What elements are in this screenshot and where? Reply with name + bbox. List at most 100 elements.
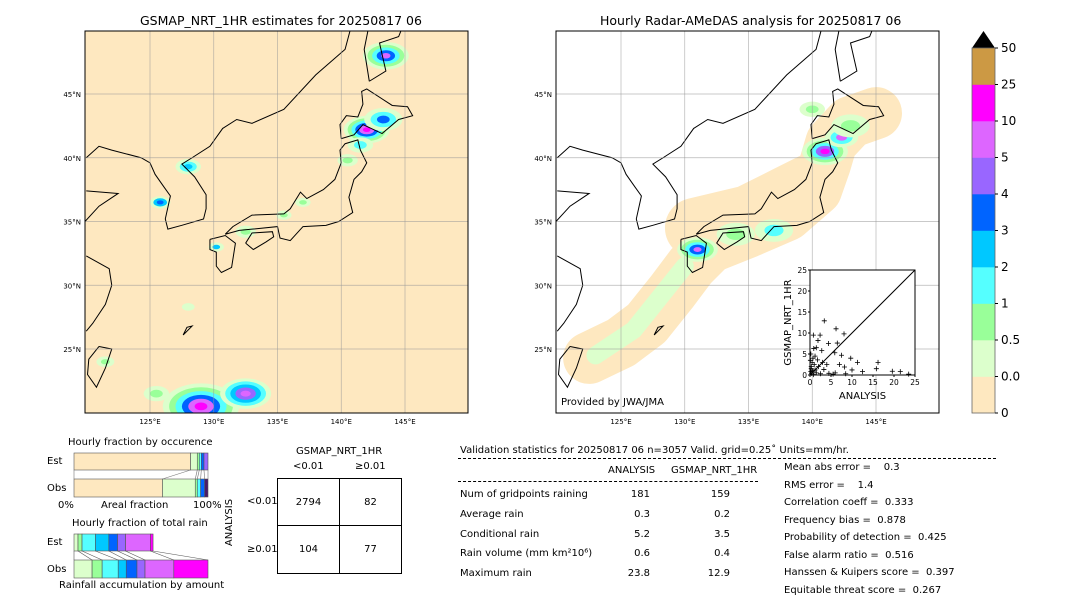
- bar-segment: [77, 533, 83, 552]
- bar-segment: [203, 452, 209, 471]
- fraction-bars: [73, 452, 209, 579]
- lon-tick-label: 135°E: [267, 418, 288, 426]
- rain-area: [156, 200, 164, 205]
- bar-segment: [125, 559, 138, 579]
- colorbar-tick-label: 50: [1001, 41, 1016, 55]
- score-line: RMS error = 1.4: [784, 479, 874, 491]
- score-line: Probability of detection = 0.425: [784, 532, 947, 543]
- colorbar-tick-label: 10: [1001, 114, 1016, 128]
- lat-tick-label: 30°N: [534, 282, 552, 290]
- colorbar-segment: [972, 230, 995, 268]
- occ-est-label: Est: [47, 456, 63, 467]
- coastline: [556, 190, 591, 222]
- scatter-point: [843, 371, 849, 377]
- scatter-point: [807, 357, 813, 363]
- scatter-point: [817, 332, 823, 338]
- scatter-point: [832, 370, 838, 376]
- scatter-point: [813, 370, 819, 376]
- stats-col-divider: [458, 481, 758, 482]
- scatter-point: [839, 352, 844, 358]
- scatter-point: [833, 326, 839, 332]
- colorbar-segment: [972, 48, 995, 85]
- scatter-point: [860, 369, 865, 375]
- scatter-point: [906, 371, 912, 377]
- scatter-point: [810, 355, 816, 361]
- cell-false-alarm: 82: [364, 497, 377, 508]
- scatter-point: [813, 345, 819, 351]
- scatter-point: [811, 346, 817, 352]
- lat-tick-label: 30°N: [63, 282, 81, 290]
- stats-header: Validation statistics for 20250817 06 n=…: [460, 445, 849, 456]
- connector-line: [95, 550, 119, 561]
- rain-area: [764, 224, 784, 237]
- lat-tick-label: 40°N: [534, 155, 552, 163]
- scatter-inset: 00 5 5 10 10 15 15 20 20 25 25 ANALYSIS GSMAP_NRT_1H…: [783, 266, 920, 402]
- scatter-point: [875, 359, 881, 365]
- connector-line: [117, 550, 138, 561]
- stats-col-analysis: ANALYSIS: [608, 465, 656, 476]
- bar-segment: [73, 452, 191, 471]
- coastline: [182, 325, 194, 336]
- coastline: [840, 31, 873, 82]
- stat-row-analysis: 0.3: [634, 509, 650, 520]
- lon-tick-label: 130°E: [203, 418, 224, 426]
- bar-segment: [73, 478, 163, 498]
- colorbar-tick-label: 0.01: [1001, 370, 1020, 384]
- col-label-lt: <0.01: [293, 461, 324, 472]
- rain-area: [354, 141, 367, 149]
- scatter-point: [815, 357, 821, 363]
- row-label-ge: ≥0.01: [247, 544, 278, 555]
- score-line: Equitable threat score = 0.267: [784, 584, 942, 596]
- bar-segment: [101, 559, 119, 579]
- scatter-point: [808, 366, 814, 372]
- colorbar-tick-label: 25: [1001, 78, 1016, 92]
- scatter-point: [826, 370, 832, 376]
- rain-area: [693, 247, 702, 252]
- lon-tick-label: 140°E: [802, 418, 823, 426]
- credit-text: Provided by JWA/JMA: [561, 397, 664, 408]
- lat-tick-label: 45°N: [534, 91, 552, 99]
- scatter-point: [825, 341, 831, 346]
- scatter-point: [820, 359, 826, 365]
- bar-segment: [73, 533, 79, 552]
- colorbar-segment: [972, 376, 995, 414]
- bar-segment: [95, 533, 110, 552]
- occ-obs-label: Obs: [47, 483, 67, 494]
- bar-segment: [117, 533, 126, 552]
- map-frame: [555, 30, 940, 414]
- x-tick-label: 0: [808, 378, 813, 387]
- y-tick-label: 20: [797, 287, 807, 296]
- stat-row-gsmap: 0.4: [714, 548, 730, 559]
- stat-row-analysis: 0.6: [634, 548, 650, 559]
- bar-segment: [190, 452, 198, 471]
- colorbar-segment: [972, 121, 995, 158]
- scatter-point: [848, 355, 854, 361]
- coastline: [209, 234, 236, 274]
- left-map-title: GSMAP_NRT_1HR estimates for 20250817 06: [140, 13, 422, 28]
- scatter-point: [812, 353, 818, 359]
- lat-tick-label: 45°N: [63, 91, 81, 99]
- stat-row-label: Average rain: [460, 509, 524, 520]
- rain-area: [586, 257, 694, 365]
- lon-tick-label: 125°E: [610, 418, 631, 426]
- bar-segment: [198, 452, 202, 471]
- stat-row-gsmap: 159: [710, 489, 730, 500]
- right-map-title: Hourly Radar-AMeDAS analysis for 2025081…: [600, 13, 902, 28]
- scatter-point: [808, 369, 814, 375]
- rain-area: [381, 52, 391, 59]
- score-line: Frequency bias = 0.878: [784, 514, 906, 526]
- y-tick-label: 0: [802, 371, 807, 380]
- colorbar-segment: [972, 340, 995, 377]
- scatter-point: [824, 362, 830, 367]
- occ-tick-0: 0%: [58, 500, 74, 511]
- map-frame: [84, 30, 469, 414]
- scatter-point: [818, 371, 823, 377]
- connector-line: [150, 550, 174, 561]
- coastline: [85, 255, 113, 332]
- rain-area: [362, 127, 371, 132]
- scatter-point: [819, 348, 825, 354]
- y-tick-label: 25: [797, 266, 807, 275]
- connector-line: [108, 550, 127, 561]
- bar-segment: [91, 559, 103, 579]
